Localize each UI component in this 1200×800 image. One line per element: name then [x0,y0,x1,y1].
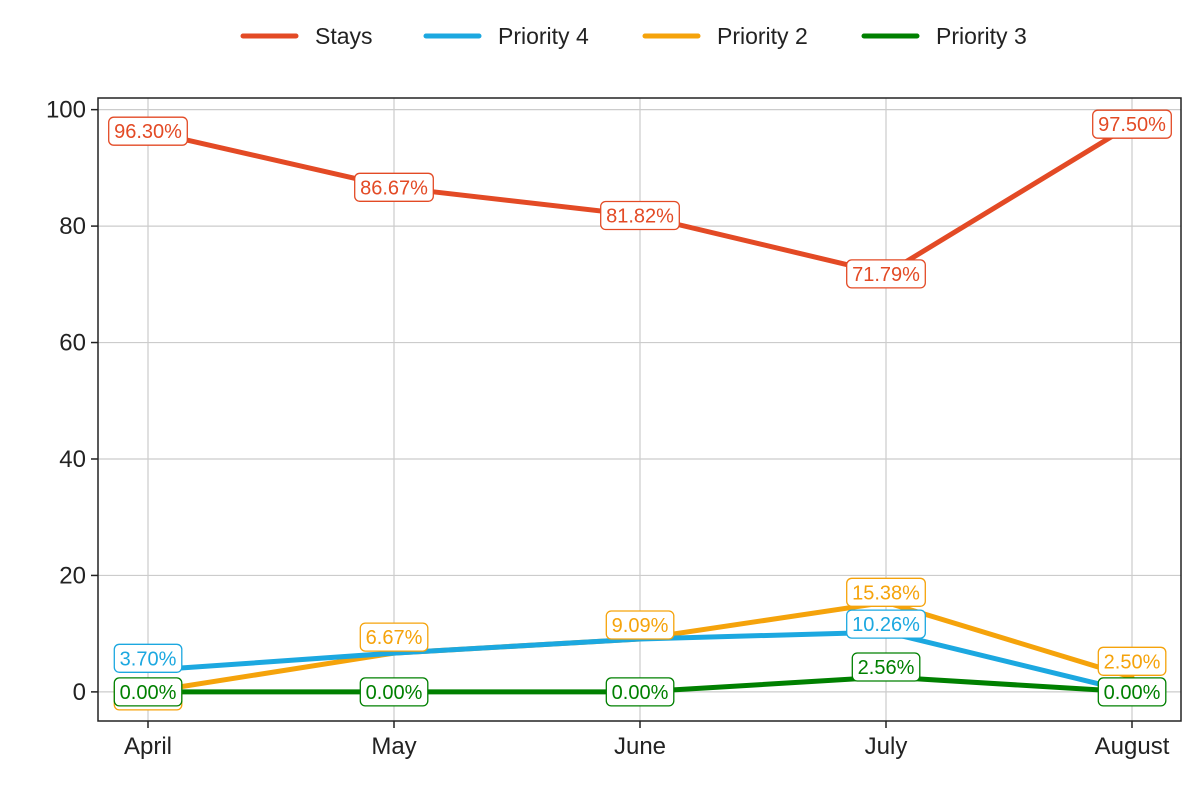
data-label-box [359,622,429,652]
data-label-stays: 71.79% [846,259,926,289]
data-label-text: 15.38% [852,582,920,604]
data-label-box [1097,646,1167,676]
x-tick-label: August [1095,733,1170,760]
data-labels: 96.30% 86.67% 81.82% 71.79% 97.50% 3.70% 10.26… [108,109,1172,711]
data-label-priority-3: 0.00% [605,677,675,707]
data-label-box [851,652,921,682]
data-label-priority-3: 2.56% [851,652,921,682]
data-label-text: 97.50% [1098,114,1166,136]
data-label-box [1097,677,1167,707]
data-label-stays: 81.82% [600,200,680,231]
data-label-text: 2.56% [858,657,915,679]
data-label-priority-2: 6.67% [359,622,429,652]
data-label-stays: 96.30% [108,116,188,146]
legend-item-priority-2: Priority 2 [642,23,808,49]
legend: Stays Priority 4 Priority 2 Priority 3 [240,23,1027,49]
data-label-box [605,677,675,707]
data-label-box [846,577,926,607]
x-tick-label: May [371,733,416,760]
data-label-priority-4: 3.70% [113,643,183,673]
data-label-priority-2: 2.50% [1097,646,1167,676]
data-label-box [605,610,675,640]
data-label-box [359,677,429,707]
data-label-text: 0.00% [120,682,177,704]
legend-label: Stays [315,23,373,49]
data-label-priority-3: 0.00% [113,677,183,707]
x-tick-label: July [865,733,908,760]
data-label-text: 0.00% [366,682,423,704]
legend-label: Priority 2 [717,23,808,49]
x-tick-label: June [614,733,666,760]
data-label-text: 0.00% [612,682,669,704]
y-tick-label: 100 [46,97,86,124]
data-label-box [846,259,926,289]
data-label-stays: 97.50% [1092,109,1172,139]
data-label-text: 96.30% [114,121,182,143]
data-label-priority-4: 10.26% [846,609,926,639]
legend-item-stays: Stays [240,23,373,49]
data-label-box [113,643,183,673]
legend-label: Priority 4 [498,23,589,49]
data-label-box [354,172,434,202]
data-label-box [108,116,188,146]
data-label-text: 9.09% [612,615,669,637]
legend-item-priority-4: Priority 4 [423,23,589,49]
y-tick-label: 80 [59,213,86,240]
legend-item-priority-3: Priority 3 [861,23,1027,49]
y-tick-label: 40 [59,446,86,473]
data-label-stays: 86.67% [354,172,434,202]
data-label-box [1092,109,1172,139]
y-tick-label: 60 [59,330,86,357]
data-label-box [113,677,183,707]
y-axis: 0 20 40 60 80 100 [46,97,98,706]
data-label-priority-2: 9.09% [605,610,675,640]
x-axis: April May June July August [124,721,1170,760]
data-label-priority-2: 15.38% [846,577,926,607]
data-label-priority-3: 0.00% [359,677,429,707]
data-label-text: 2.50% [1104,651,1161,673]
data-label-text: 71.79% [852,264,920,286]
data-label-text: 3.70% [120,648,177,670]
data-label-priority-3: 0.00% [1097,677,1167,707]
y-tick-label: 0 [73,679,86,706]
data-label-text: 0.00% [1104,682,1161,704]
data-label-text: 10.26% [852,614,920,636]
data-label-box [846,609,926,639]
data-label-text: 86.67% [360,177,428,199]
data-label-box [600,200,680,231]
y-tick-label: 20 [59,562,86,589]
data-label-text: 81.82% [606,206,674,228]
legend-label: Priority 3 [936,23,1027,49]
x-tick-label: April [124,733,172,760]
data-label-text: 6.67% [366,627,423,649]
